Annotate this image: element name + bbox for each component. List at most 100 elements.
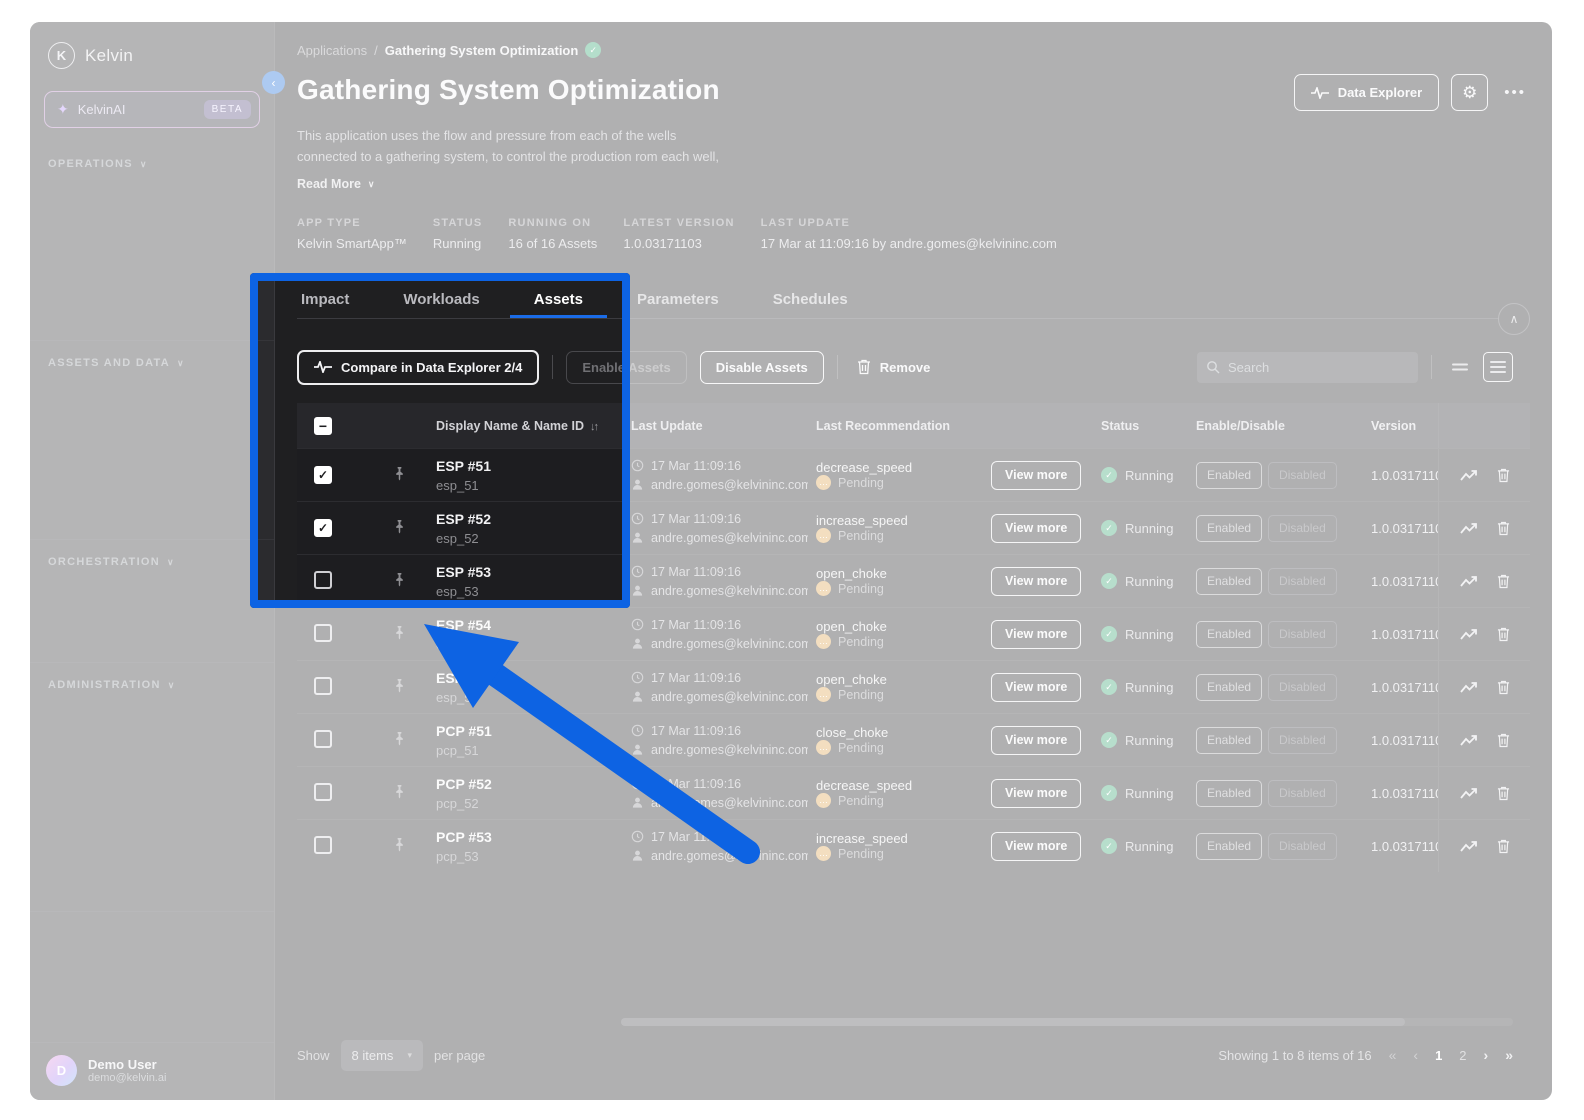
asset-name[interactable]: ESP #52 [436, 510, 492, 527]
view-more-button[interactable]: View more [991, 725, 1082, 755]
asset-name[interactable]: ESP #51 [436, 457, 492, 474]
enabled-button[interactable]: Enabled [1196, 832, 1263, 860]
settings-button[interactable]: ⚙ [1451, 74, 1489, 111]
enable-assets-button[interactable]: Enable Assets [566, 350, 687, 384]
col-header-last-recommendation[interactable]: Last Recommendation [816, 418, 951, 433]
delete-row-button[interactable] [1497, 574, 1510, 589]
asset-name[interactable]: PCP #51 [436, 722, 492, 739]
last-page-button[interactable]: » [1505, 1047, 1513, 1063]
enabled-button[interactable]: Enabled [1196, 620, 1263, 648]
pin-icon[interactable] [392, 519, 407, 534]
tab[interactable]: Assets [509, 281, 608, 318]
sort-icon[interactable]: ↓↑ [589, 420, 599, 433]
col-header-name[interactable]: Display Name & Name ID ↓↑ [436, 418, 599, 433]
sidebar-item[interactable]: ⇗ [40, 576, 264, 614]
pin-icon[interactable] [392, 625, 407, 640]
tab[interactable]: Parameters [636, 291, 719, 308]
row-checkbox[interactable] [314, 623, 332, 642]
page-number-2[interactable]: 2 [1459, 1047, 1467, 1063]
delete-row-button[interactable] [1497, 468, 1510, 483]
sidebar-item[interactable]: ⇗ [40, 254, 264, 292]
delete-row-button[interactable] [1497, 627, 1510, 642]
next-page-button[interactable]: › [1483, 1047, 1489, 1063]
col-header-status[interactable]: Status [1101, 418, 1140, 433]
row-checkbox[interactable] [314, 782, 332, 801]
delete-row-button[interactable] [1497, 521, 1510, 536]
search-input[interactable] [1197, 351, 1418, 383]
row-checkbox[interactable] [314, 676, 332, 695]
trend-chart-button[interactable] [1459, 574, 1478, 588]
row-checkbox[interactable] [314, 835, 332, 854]
enabled-button[interactable]: Enabled [1196, 461, 1263, 489]
sidebar-item[interactable]: ⇗ [40, 216, 264, 254]
tab[interactable]: Workloads [403, 291, 480, 308]
comfortable-view-button[interactable] [1445, 352, 1475, 382]
sidebar-item[interactable]: ⇗ [40, 178, 264, 216]
sidebar-section-header[interactable]: ADMINISTRATION ∨ [40, 669, 264, 699]
select-all-checkbox[interactable] [314, 416, 332, 435]
row-checkbox[interactable] [314, 729, 332, 748]
row-checkbox[interactable] [314, 570, 332, 589]
asset-name[interactable]: PCP #52 [436, 775, 492, 792]
col-header-last-update[interactable]: Last Update [631, 418, 703, 433]
pin-icon[interactable] [392, 466, 407, 481]
enabled-button[interactable]: Enabled [1196, 779, 1263, 807]
sidebar-item[interactable]: ⇗ [40, 813, 264, 851]
view-more-button[interactable]: View more [991, 513, 1082, 543]
collapse-panel-button[interactable]: ∧ [1498, 303, 1530, 335]
data-explorer-button[interactable]: Data Explorer [1293, 74, 1440, 111]
sidebar-item[interactable]: ⇗ [40, 918, 264, 956]
asset-name[interactable]: ESP #54 [436, 616, 492, 633]
asset-name[interactable]: ESP #55 [436, 669, 492, 686]
sidebar-section-header[interactable]: OPERATIONS ∨ [40, 148, 264, 178]
disable-assets-button[interactable]: Disable Assets [699, 350, 824, 384]
trend-chart-button[interactable] [1459, 680, 1478, 694]
sidebar-item[interactable]: ⇗ [40, 453, 264, 491]
page-size-select[interactable]: 8 items ▾ [340, 1039, 423, 1071]
sidebar-item[interactable]: ⇗ [40, 775, 264, 813]
delete-row-button[interactable] [1497, 680, 1510, 695]
disabled-button[interactable]: Disabled [1268, 514, 1337, 542]
pin-icon[interactable] [392, 572, 407, 587]
trend-chart-button[interactable] [1459, 468, 1478, 482]
sidebar-item[interactable]: ⇗ [40, 292, 264, 330]
pin-icon[interactable] [392, 784, 407, 799]
scrollbar-thumb[interactable] [621, 1018, 1405, 1026]
user-profile[interactable]: D Demo User demo@kelvin.ai [30, 1042, 274, 1100]
enabled-button[interactable]: Enabled [1196, 673, 1263, 701]
read-more-toggle[interactable]: Read More ∨ [297, 177, 375, 191]
row-checkbox[interactable] [314, 466, 332, 484]
tab[interactable]: Schedules [772, 291, 848, 308]
delete-row-button[interactable] [1497, 839, 1510, 854]
first-page-button[interactable]: « [1388, 1047, 1397, 1063]
trend-chart-button[interactable] [1459, 733, 1478, 747]
col-header-enable-disable[interactable]: Enable/Disable [1196, 418, 1285, 433]
disabled-button[interactable]: Disabled [1268, 832, 1337, 860]
enabled-button[interactable]: Enabled [1196, 567, 1263, 595]
asset-name[interactable]: ESP #53 [436, 563, 492, 580]
pin-icon[interactable] [392, 837, 407, 852]
more-options-button[interactable]: ••• [1500, 84, 1530, 101]
col-header-version[interactable]: Version [1371, 418, 1417, 433]
sidebar-item[interactable]: ⇗ [40, 491, 264, 529]
sidebar-item[interactable]: ⇗ [40, 377, 264, 415]
sidebar-item[interactable]: ⇗ [40, 415, 264, 453]
disabled-button[interactable]: Disabled [1268, 673, 1337, 701]
disabled-button[interactable]: Disabled [1268, 567, 1337, 595]
trend-chart-button[interactable] [1459, 627, 1478, 641]
sidebar-item[interactable]: ⇗ [40, 699, 264, 737]
view-more-button[interactable]: View more [991, 460, 1082, 490]
sidebar-collapse-button[interactable]: ‹ [262, 71, 285, 94]
prev-page-button[interactable]: ‹ [1413, 1047, 1419, 1063]
sidebar-item-kelvinai[interactable]: ✦ KelvinAI BETA [44, 91, 260, 128]
row-checkbox[interactable] [314, 519, 332, 537]
breadcrumb-root[interactable]: Applications [297, 42, 368, 58]
view-more-button[interactable]: View more [991, 566, 1082, 596]
disabled-button[interactable]: Disabled [1268, 726, 1337, 754]
pin-icon[interactable] [392, 731, 407, 746]
pin-icon[interactable] [392, 678, 407, 693]
asset-name[interactable]: PCP #53 [436, 828, 492, 845]
sidebar-item[interactable]: ⇗ [40, 956, 264, 994]
trend-chart-button[interactable] [1459, 786, 1478, 800]
disabled-button[interactable]: Disabled [1268, 620, 1337, 648]
